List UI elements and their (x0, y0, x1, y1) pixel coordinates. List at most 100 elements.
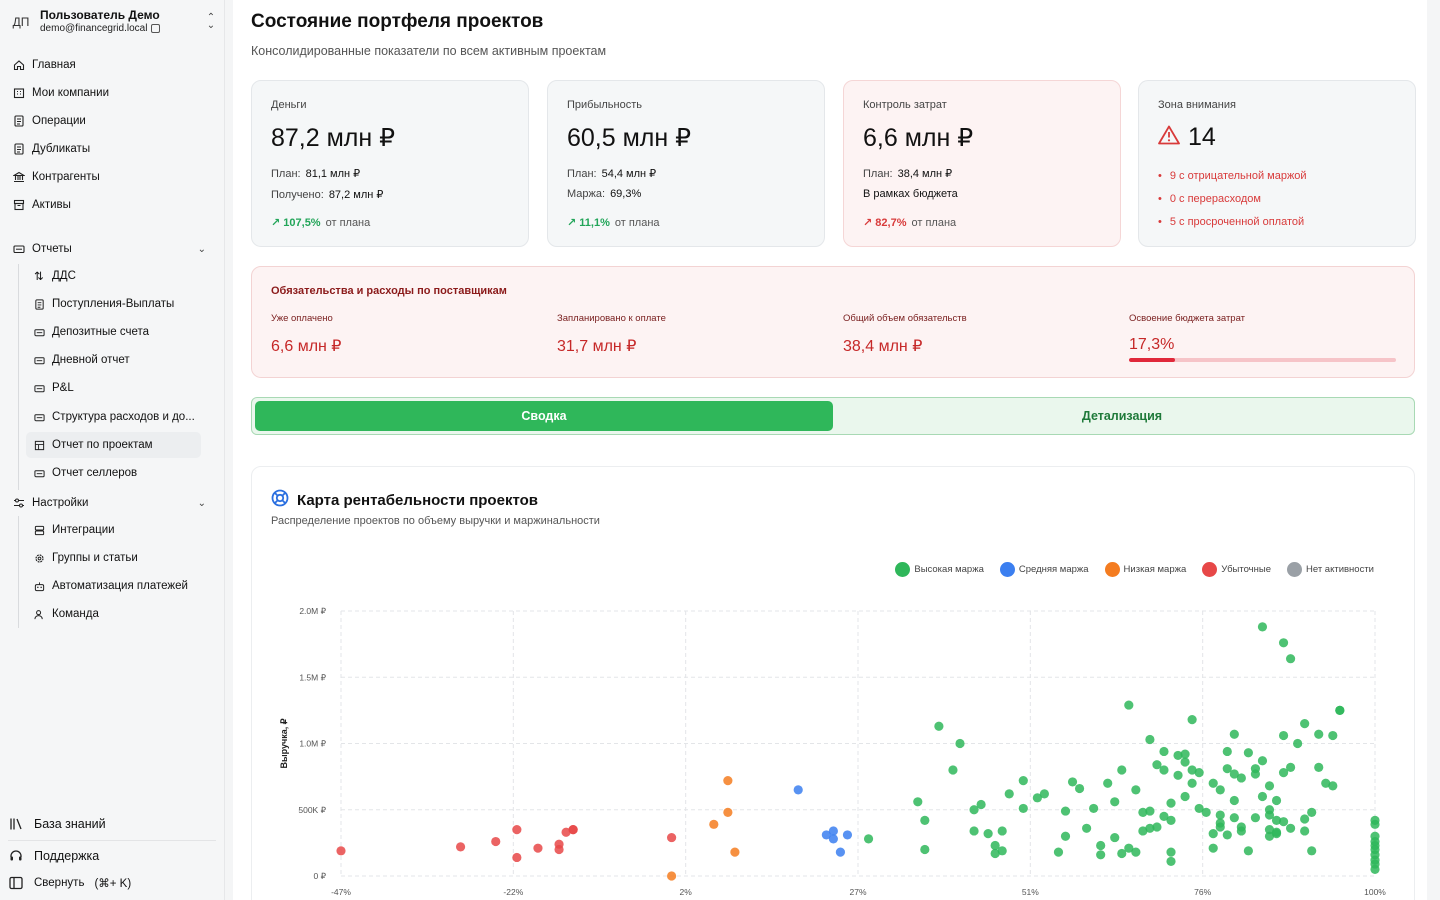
sidebar-item-companies[interactable]: Мои компании (6, 80, 206, 106)
data-point (1138, 826, 1148, 836)
attention-card: Зона внимания 14 9 с отрицательной маржо… (1138, 80, 1416, 247)
plan-key: План: (271, 168, 301, 180)
sidebar-item-pnl[interactable]: P&L (26, 375, 201, 401)
cost-control-card: Контроль затрат 6,6 млн ₽ План: 38,4 млн … (843, 80, 1121, 247)
data-point (336, 846, 346, 856)
data-point (1110, 832, 1120, 843)
legend-item[interactable]: Средняя маржа (999, 562, 1089, 577)
sidebar-item-assets[interactable]: Активы (6, 192, 206, 218)
data-point (1166, 798, 1176, 808)
sidebar-item-label: Активы (32, 199, 71, 211)
x-tick-label: 76% (1194, 887, 1211, 897)
data-point (828, 834, 838, 844)
sidebar-item-label: Мои компании (32, 87, 110, 99)
data-point (1194, 803, 1204, 814)
sidebar-item-home[interactable]: Главная (6, 52, 206, 78)
sidebar-group-settings[interactable]: Настройки ⌄ (6, 490, 206, 516)
data-point (1187, 778, 1197, 788)
data-point (568, 825, 578, 835)
sidebar-item-deposit-accounts[interactable]: Депозитные счета (26, 319, 201, 345)
attention-item[interactable]: 9 с отрицательной маржой (1158, 170, 1307, 182)
sidebar-item-groups-articles[interactable]: Группы и статьи (26, 545, 201, 571)
data-point (1222, 746, 1232, 757)
data-point (666, 871, 677, 881)
data-point (1222, 830, 1232, 840)
sidebar-item-team[interactable]: Команда (26, 601, 201, 627)
data-point (1243, 846, 1253, 856)
attention-item[interactable]: 0 с перерасходом (1158, 193, 1261, 205)
tab-details[interactable]: Детализация (1081, 409, 1163, 423)
data-point (1222, 764, 1232, 774)
tab-summary[interactable]: Сводка (255, 401, 833, 431)
sidebar-item-duplicates[interactable]: Дубликаты (6, 136, 206, 162)
legend-item[interactable]: Низкая маржа (1104, 562, 1186, 577)
data-point (1328, 730, 1338, 741)
legend-item[interactable]: Высокая маржа (895, 562, 984, 577)
data-point (1166, 815, 1176, 825)
data-point (1194, 768, 1204, 778)
sidebar-item-daily-report[interactable]: Дневной отчет (26, 347, 201, 373)
data-point (1278, 768, 1289, 778)
collapse-sidebar-button[interactable]: Свернуть (⌘+ K) (6, 871, 216, 895)
user-name: Пользователь Демо (40, 8, 160, 22)
legend-item[interactable]: Убыточные (1202, 562, 1271, 577)
data-point (1208, 843, 1218, 853)
data-point (1370, 864, 1380, 874)
sidebar-item-label: Дневной отчет (52, 354, 130, 366)
data-point (1082, 823, 1092, 833)
scatter-plot: -47% -22% 2% 27% 51% 76% 100% 0 ₽ 500K ₽ 1.0M ₽ 1.… (279, 606, 1386, 897)
data-point (1307, 807, 1317, 817)
data-point (1096, 840, 1106, 851)
data-point (863, 834, 874, 844)
sidebar-item-dds[interactable]: ⇅ ДДС (26, 263, 201, 289)
paid-metric: Уже оплачено 6,6 млн ₽ (271, 313, 541, 356)
data-point (1180, 791, 1190, 802)
data-point (1215, 818, 1225, 828)
sidebar-item-label: Группы и статьи (52, 552, 138, 564)
sidebar-item-counterparties[interactable]: Контрагенты (6, 164, 206, 190)
warning-icon (1158, 123, 1180, 152)
attention-item[interactable]: 5 с просроченной оплатой (1158, 216, 1304, 228)
data-point (990, 840, 1000, 851)
data-point (1208, 829, 1218, 839)
sidebar-item-sellers-report[interactable]: Отчет селлеров (26, 460, 201, 486)
sidebar-item-project-report[interactable]: Отчет по проектам (26, 432, 201, 458)
data-point (730, 847, 740, 857)
sidebar-item-payment-automation[interactable]: Автоматизация платежей (26, 573, 201, 599)
data-point (1229, 813, 1239, 823)
data-point (1159, 746, 1169, 757)
data-point (1271, 815, 1282, 825)
y-tick-label: 1.0M ₽ (299, 739, 326, 749)
data-point (1285, 762, 1296, 772)
chevron-up-down-icon[interactable]: ⌃ ⌄ (206, 12, 216, 31)
data-point (1152, 760, 1162, 770)
data-point (1264, 781, 1275, 791)
sidebar-group-reports[interactable]: Отчеты ⌄ (6, 236, 206, 262)
knowledge-base-link[interactable]: База знаний (6, 812, 216, 836)
sidebar-item-label: Команда (52, 608, 99, 620)
user-switcher[interactable]: ДП Пользователь Демо demo@financegrid.lo… (8, 6, 218, 38)
support-link[interactable]: Поддержка (6, 844, 216, 868)
sidebar-item-label: Структура расходов и до... (52, 411, 195, 423)
sidebar-item-operations[interactable]: Операции (6, 108, 206, 134)
trend-label: от плана (614, 217, 660, 229)
support-label: Поддержка (34, 849, 100, 863)
y-axis-label: Выручка, ₽ (279, 718, 289, 768)
budget-progress-fill (1129, 358, 1176, 362)
sidebar-item-receipts-payments[interactable]: Поступления-Выплаты (26, 291, 201, 317)
knowledge-base-label: База знаний (34, 817, 106, 831)
copy-icon[interactable] (151, 24, 161, 33)
sidebar-item-integrations[interactable]: Интеграции (26, 517, 201, 543)
data-point (821, 830, 831, 840)
sidebar-item-expense-structure[interactable]: Структура расходов и до... (26, 404, 201, 430)
report-icon (12, 242, 26, 256)
legend-item[interactable]: Нет активности (1286, 562, 1374, 577)
data-point (1236, 822, 1246, 832)
data-point (1032, 793, 1042, 803)
arrow-up-right-icon: ↗ (271, 217, 281, 229)
robot-icon (32, 579, 46, 593)
metric-label: Освоение бюджета затрат (1129, 313, 1246, 324)
data-point (1215, 810, 1225, 820)
sidebar-item-label: Главная (32, 59, 76, 71)
data-point (1300, 719, 1310, 729)
